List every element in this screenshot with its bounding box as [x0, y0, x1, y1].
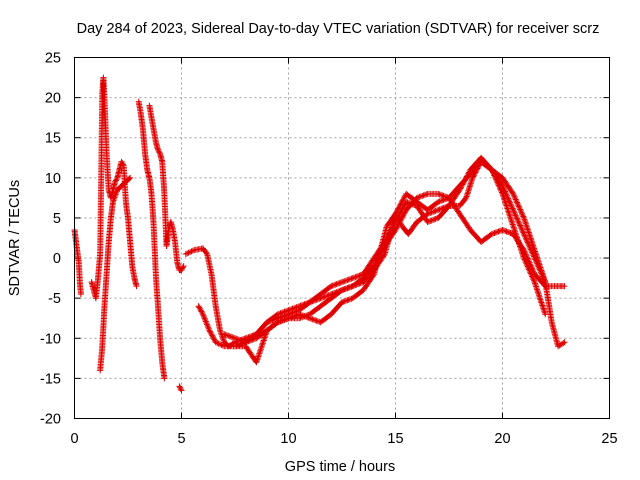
y-tick-label: -10 — [40, 331, 61, 347]
series-arc-3 — [97, 174, 134, 374]
data-point-marks — [221, 154, 568, 350]
series-arc-9 — [221, 154, 568, 350]
y-tick-labels: -20 -15 -10 -5 0 5 10 15 20 25 — [40, 51, 61, 428]
data-point-marks — [195, 158, 549, 350]
data-point-marks — [97, 174, 134, 374]
y-tick-label: 5 — [53, 211, 61, 227]
y-axis-label: SDTVAR / TECUs — [7, 180, 23, 296]
y-tick-label: 0 — [53, 251, 61, 267]
plot-frame — [74, 57, 610, 419]
series-arc-4 — [135, 98, 168, 382]
data-point-marks — [71, 227, 84, 298]
grid-lines — [74, 57, 610, 419]
y-tick-label: 25 — [45, 51, 61, 67]
x-tick-label: 0 — [70, 431, 78, 447]
chart-title: Day 284 of 2023, Sidereal Day-to-day VTE… — [77, 21, 600, 37]
data-point-marks — [232, 158, 549, 366]
y-tick-label: 10 — [45, 171, 61, 187]
y-tick-label: 15 — [45, 131, 61, 147]
x-tick-label: 25 — [601, 431, 617, 447]
x-axis-label: GPS time / hours — [285, 459, 395, 475]
data-markers — [71, 74, 568, 394]
data-point-marks — [135, 98, 168, 382]
x-tick-label: 5 — [177, 431, 185, 447]
x-tick-label: 10 — [280, 431, 296, 447]
y-tick-label: -15 — [40, 371, 61, 387]
series-arc-6 — [176, 383, 185, 394]
series-arc-2 — [88, 74, 140, 302]
series-arc-5 — [146, 102, 187, 274]
y-tick-label: 20 — [45, 91, 61, 107]
x-tick-label: 20 — [494, 431, 510, 447]
series-arc-1 — [71, 227, 84, 298]
x-tick-label: 15 — [387, 431, 403, 447]
series-arc-10 — [232, 158, 549, 366]
data-point-marks — [88, 74, 140, 302]
series-arc-8 — [195, 158, 549, 350]
data-point-marks — [146, 102, 187, 274]
y-tick-label: -20 — [40, 412, 61, 428]
data-point-marks — [176, 383, 185, 394]
y-tick-label: -5 — [48, 291, 61, 307]
x-tick-labels: 0 5 10 15 20 25 — [70, 431, 617, 447]
